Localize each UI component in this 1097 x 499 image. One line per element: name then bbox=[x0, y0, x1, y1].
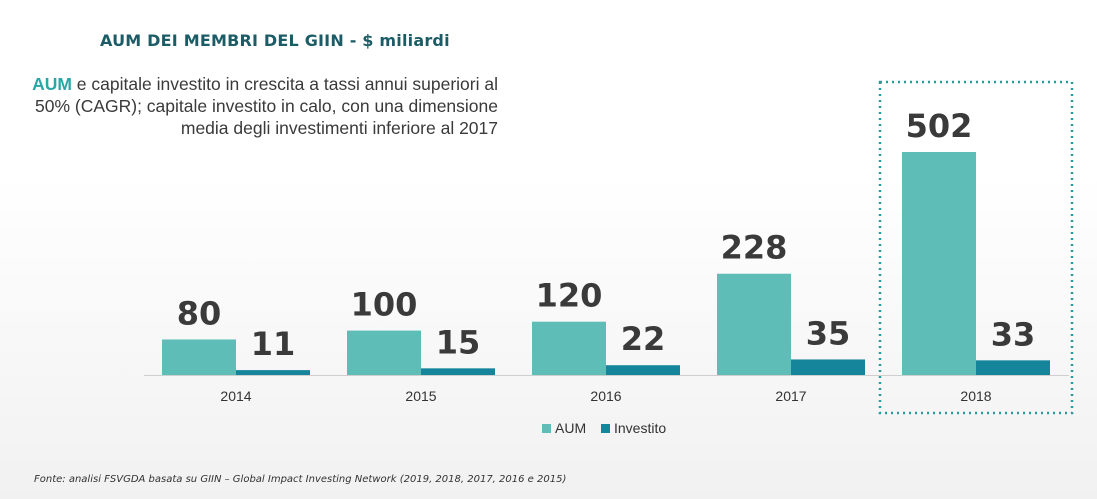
data-label-investito-2015: 15 bbox=[436, 323, 481, 361]
legend-label-aum: AUM bbox=[555, 420, 586, 436]
data-label-aum-2015: 100 bbox=[351, 286, 418, 324]
bar-investito-2015 bbox=[421, 368, 495, 375]
x-tick-label-2018: 2018 bbox=[960, 388, 991, 404]
bar-aum-2014 bbox=[162, 339, 236, 375]
chart-title: AUM DEI MEMBRI DEL GIIN - $ miliardi bbox=[100, 31, 450, 50]
x-tick-label-2014: 2014 bbox=[220, 388, 251, 404]
legend-swatch-investito bbox=[601, 424, 610, 433]
subtitle-text: e capitale investito in crescita a tassi… bbox=[34, 74, 498, 138]
bar-aum-2017 bbox=[717, 273, 791, 375]
x-tick-label-2017: 2017 bbox=[775, 388, 806, 404]
legend-swatch-aum bbox=[542, 424, 551, 433]
data-label-investito-2017: 35 bbox=[806, 314, 851, 352]
bar-aum-2015 bbox=[347, 330, 421, 375]
data-label-aum-2018: 502 bbox=[906, 107, 973, 145]
bar-aum-2018 bbox=[902, 152, 976, 375]
bar-investito-2014 bbox=[236, 370, 310, 375]
data-label-investito-2014: 11 bbox=[251, 325, 296, 363]
x-tick-label-2015: 2015 bbox=[405, 388, 436, 404]
data-label-aum-2017: 228 bbox=[721, 229, 788, 267]
bar-investito-2016 bbox=[606, 365, 680, 375]
subtitle-highlight: AUM bbox=[32, 74, 72, 94]
chart-subtitle: AUM e capitale investito in crescita a t… bbox=[28, 73, 498, 139]
bar-investito-2018 bbox=[976, 360, 1050, 375]
x-tick-label-2016: 2016 bbox=[590, 388, 621, 404]
bar-investito-2017 bbox=[791, 359, 865, 375]
data-label-aum-2014: 80 bbox=[177, 294, 222, 332]
bar-aum-2016 bbox=[532, 321, 606, 375]
data-label-aum-2016: 120 bbox=[536, 277, 603, 315]
bar-chart: 80 11 2014 100 15 2015 120 22 2016 228 35 2017 502 33… bbox=[144, 80, 1074, 436]
data-label-investito-2018: 33 bbox=[991, 315, 1036, 353]
source-note: Fonte: analisi FSVGDA basata su GIIN – G… bbox=[34, 474, 567, 485]
data-label-investito-2016: 22 bbox=[621, 320, 666, 358]
highlight-box-2018 bbox=[878, 80, 1074, 415]
legend-label-investito: Investito bbox=[614, 420, 666, 436]
